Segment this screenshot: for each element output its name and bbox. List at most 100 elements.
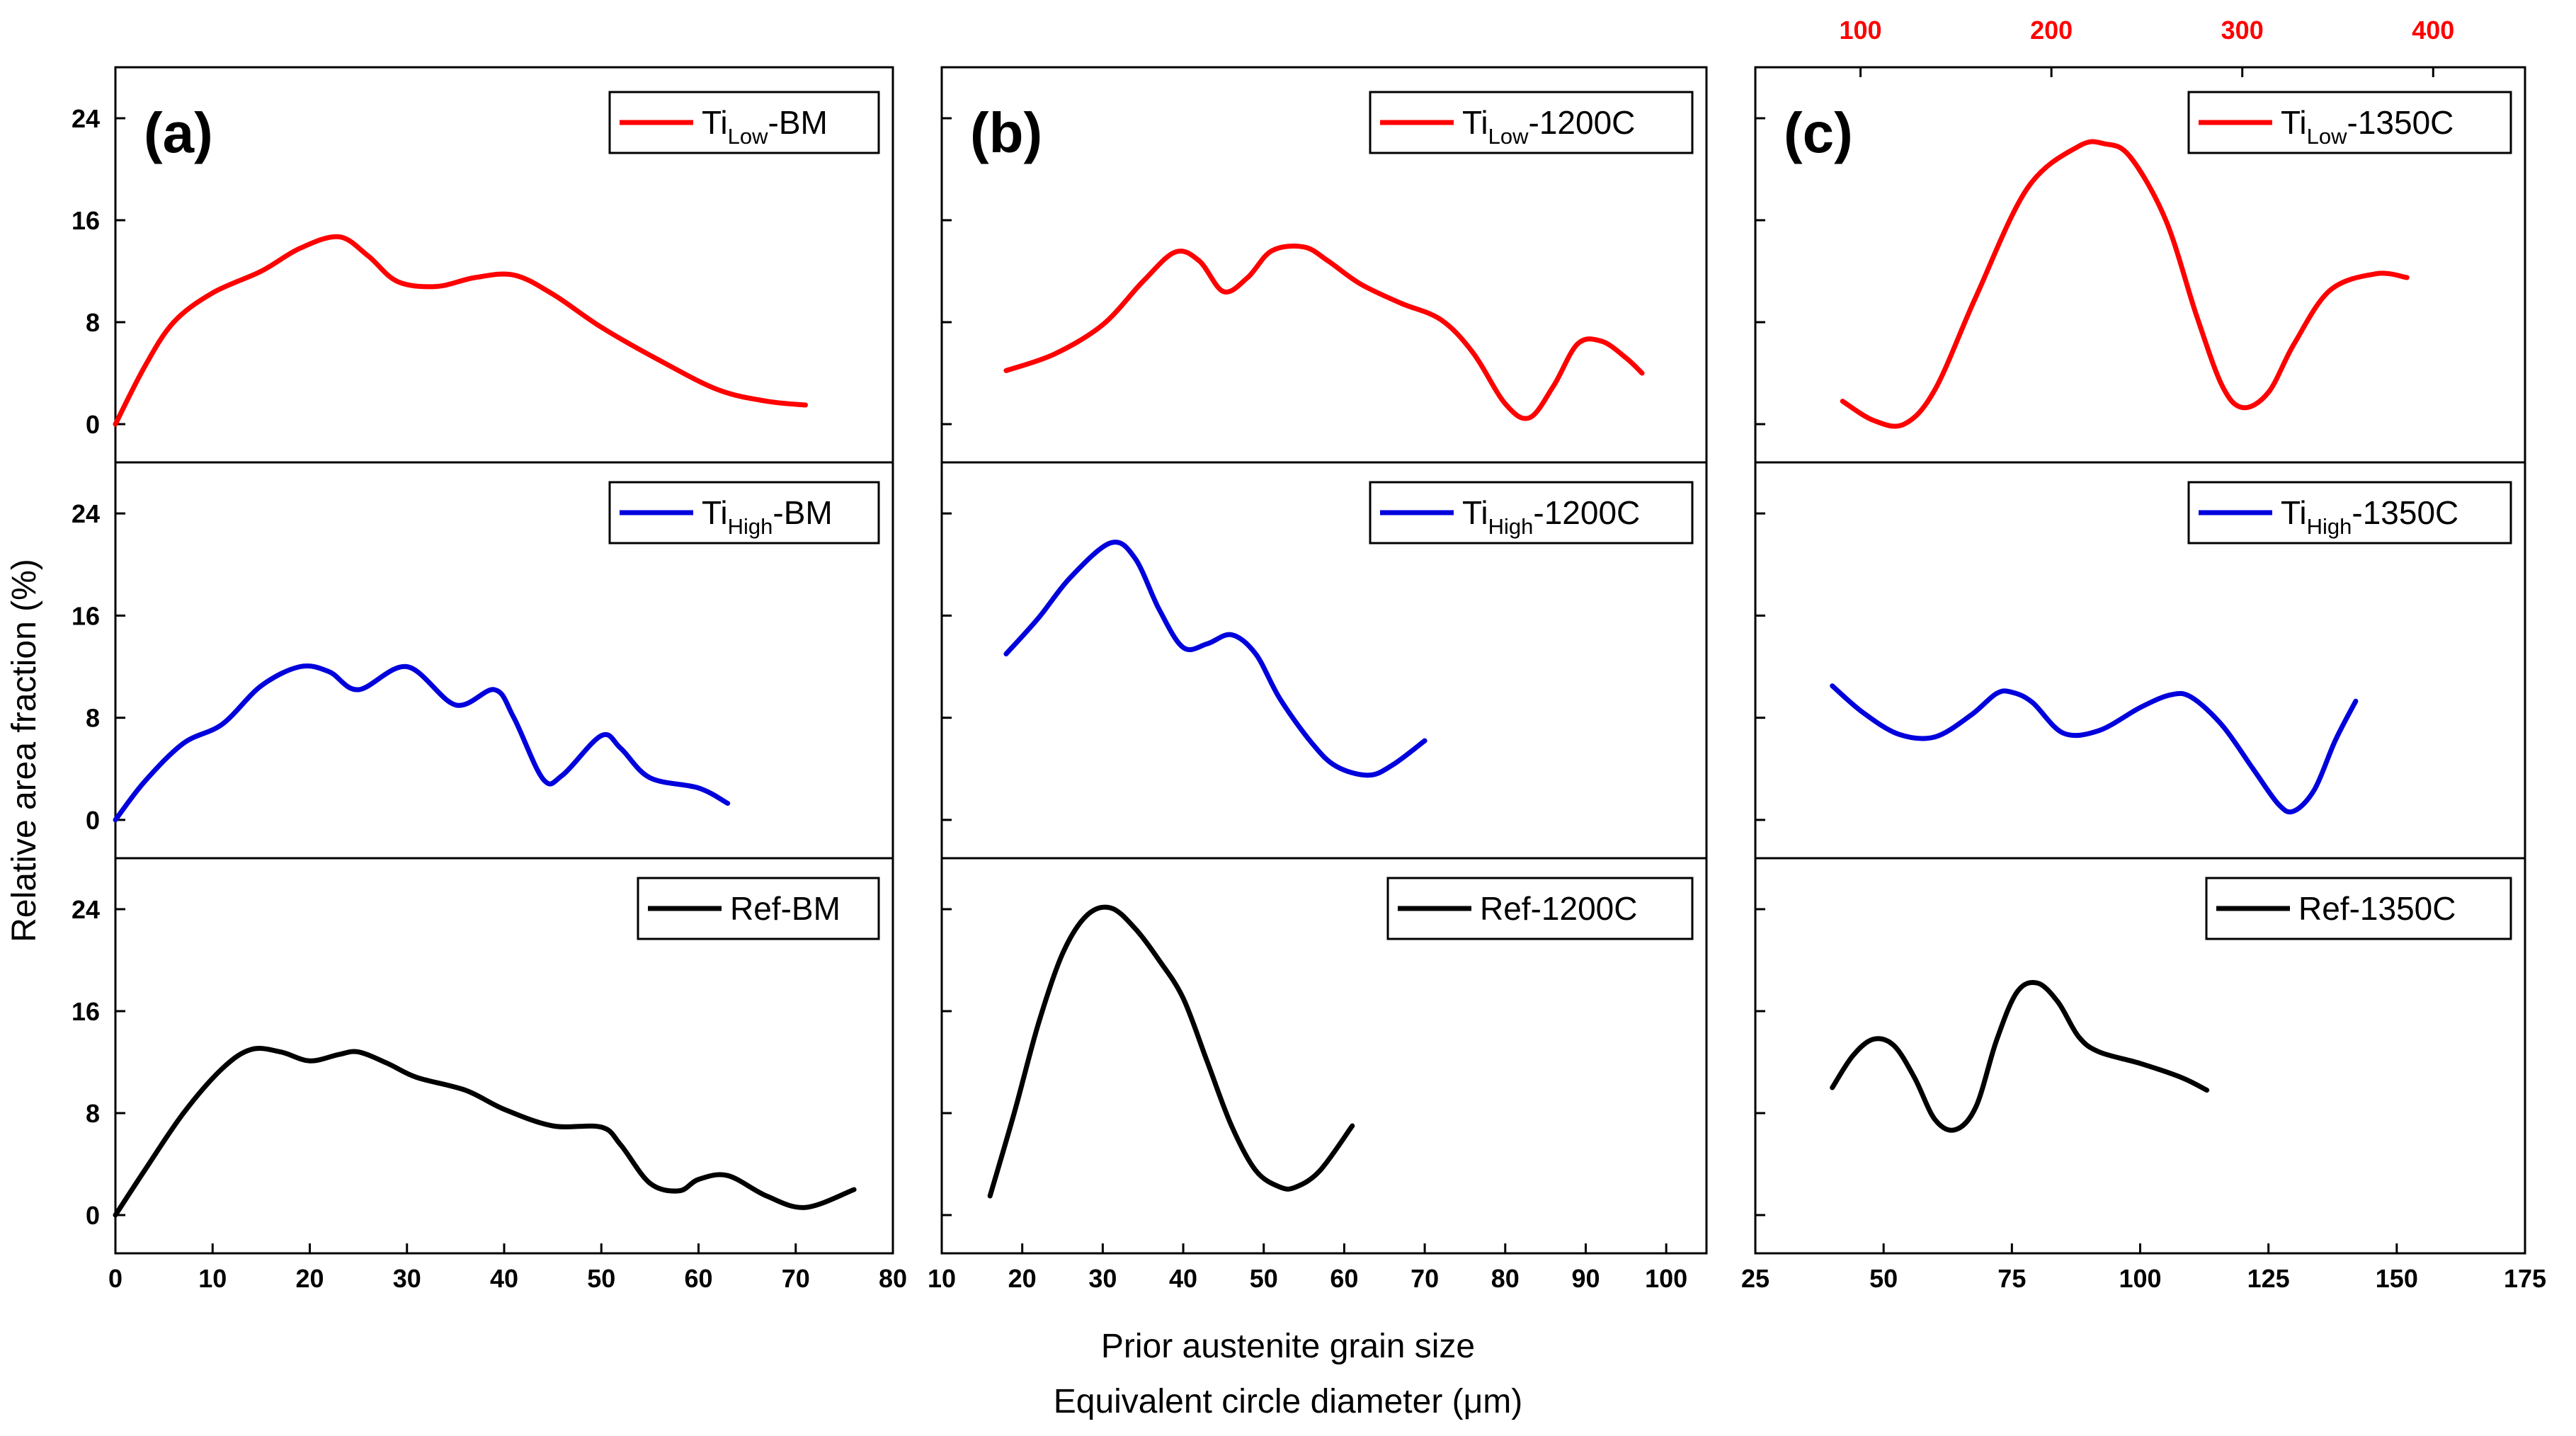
subplot-c-1: TiLow-1350C (c) bbox=[1754, 66, 2526, 464]
legend-label: TiLow-BM bbox=[702, 104, 828, 149]
subplot-a-1: 0 8 16 24 TiLow-BM (a) bbox=[72, 66, 894, 464]
x-tick-label: 10 bbox=[198, 1264, 227, 1293]
x-tick-label: 90 bbox=[1571, 1264, 1600, 1293]
legend-label-subscript: High bbox=[2307, 514, 2352, 539]
y-tick-label: 24 bbox=[72, 499, 100, 528]
x-tick-label: 30 bbox=[1088, 1264, 1117, 1293]
legend-label-subscript: Low bbox=[1488, 124, 1529, 149]
legend-label: TiHigh-BM bbox=[702, 494, 833, 539]
subplot-frame bbox=[1754, 857, 2526, 1255]
y-tick-label: 8 bbox=[86, 308, 100, 337]
top-axis-tick-label: 400 bbox=[2412, 16, 2454, 45]
x-tick-label: 75 bbox=[1997, 1264, 2026, 1293]
legend-label-main: Ti bbox=[2281, 104, 2307, 141]
legend: TiHigh-1350C bbox=[2187, 481, 2512, 545]
subplot-frame bbox=[940, 857, 1708, 1255]
x-tick-label: 40 bbox=[1169, 1264, 1197, 1293]
x-tick-label: 60 bbox=[1330, 1264, 1358, 1293]
top-axis-tick-label: 200 bbox=[2030, 16, 2073, 45]
x-axis-title-line2: Equivalent circle diameter (μm) bbox=[1054, 1383, 1523, 1420]
legend: TiLow-1350C bbox=[2187, 91, 2512, 154]
subplot-b-1: TiLow-1200C (b) bbox=[940, 66, 1708, 464]
legend: Ref-1200C bbox=[1386, 877, 1694, 940]
x-tick-label: 125 bbox=[2247, 1264, 2290, 1293]
legend-label: TiLow-1200C bbox=[1462, 104, 1635, 149]
x-tick-label: 10 bbox=[928, 1264, 956, 1293]
legend-label-main: Ref-BM bbox=[730, 890, 840, 927]
legend: TiLow-BM bbox=[608, 91, 880, 154]
legend-label-main: Ref-1350C bbox=[2298, 890, 2456, 927]
x-tick-label: 100 bbox=[2119, 1264, 2161, 1293]
x-tick-label: 50 bbox=[587, 1264, 615, 1293]
legend-label-subscript: Low bbox=[728, 124, 768, 149]
x-tick-label: 20 bbox=[1008, 1264, 1037, 1293]
legend-label: Ref-BM bbox=[730, 890, 840, 927]
legend-label: TiHigh-1200C bbox=[1462, 494, 1640, 539]
y-tick-label: 24 bbox=[72, 104, 100, 133]
legend-box bbox=[2187, 481, 2512, 545]
y-tick-label: 8 bbox=[86, 704, 100, 733]
subplot-frame bbox=[114, 857, 894, 1255]
y-tick-label: 0 bbox=[86, 1201, 100, 1230]
top-axis-tick-label: 300 bbox=[2221, 16, 2264, 45]
legend: TiLow-1200C bbox=[1369, 91, 1694, 154]
subplot-b-3: Ref-1200C bbox=[940, 857, 1708, 1255]
panel-b: 10 20 30 40 50 60 70 80 90 100TiLow-1200C(b)TiHig… bbox=[928, 66, 1708, 1293]
legend-label: Ref-1350C bbox=[2298, 890, 2456, 927]
x-tick-label: 50 bbox=[1250, 1264, 1278, 1293]
legend-label-suffix: -1200C bbox=[1533, 494, 1640, 531]
x-tick-label: 70 bbox=[1410, 1264, 1439, 1293]
legend-label-suffix: -1350C bbox=[2347, 104, 2454, 141]
series-line-red bbox=[1003, 244, 1645, 421]
y-tick-label: 16 bbox=[72, 206, 100, 235]
legend: TiHigh-BM bbox=[608, 481, 880, 545]
x-tick-label: 25 bbox=[1741, 1264, 1769, 1293]
x-tick-label: 100 bbox=[1645, 1264, 1687, 1293]
subplot-b-2: TiHigh-1200C bbox=[940, 461, 1708, 860]
series-line-blue bbox=[1830, 683, 2359, 815]
x-tick-label: 175 bbox=[2504, 1264, 2546, 1293]
legend-label: TiHigh-1350C bbox=[2281, 494, 2458, 539]
subplot-c-2: TiHigh-1350C bbox=[1754, 461, 2526, 860]
y-tick-label: 0 bbox=[86, 410, 100, 439]
series-line-blue bbox=[113, 663, 731, 823]
x-tick-label: 80 bbox=[1491, 1264, 1520, 1293]
legend-label-main: Ti bbox=[2281, 494, 2307, 531]
legend: TiHigh-1200C bbox=[1369, 481, 1694, 545]
legend-label-main: Ti bbox=[1462, 494, 1488, 531]
panel-label: (c) bbox=[1784, 101, 1853, 164]
x-tick-label: 30 bbox=[393, 1264, 421, 1293]
x-axis-title-line1: Prior austenite grain size bbox=[1101, 1328, 1475, 1365]
legend-label-suffix: -1200C bbox=[1529, 104, 1636, 141]
subplot-c-3: Ref-1350C bbox=[1754, 857, 2526, 1255]
legend-label-subscript: High bbox=[728, 514, 773, 539]
legend-label: TiLow-1350C bbox=[2281, 104, 2454, 149]
panel-label: (b) bbox=[970, 101, 1042, 164]
subplot-a-2: 0 8 16 24 TiHigh-BM bbox=[72, 461, 894, 860]
legend: Ref-BM bbox=[637, 877, 880, 940]
series-line-black bbox=[1830, 979, 2210, 1133]
x-tick-label: 80 bbox=[879, 1264, 907, 1293]
x-tick-label: 150 bbox=[2376, 1264, 2418, 1293]
legend-label-main: Ti bbox=[1462, 104, 1488, 141]
legend-label-main: Ti bbox=[702, 104, 728, 141]
x-tick-label: 60 bbox=[684, 1264, 712, 1293]
series-line-red bbox=[113, 234, 808, 427]
subplot-a-3: 0 8 16 24 Ref-BM bbox=[72, 857, 894, 1255]
y-tick-label: 16 bbox=[72, 997, 100, 1026]
x-tick-label: 50 bbox=[1869, 1264, 1898, 1293]
legend-label-suffix: -1350C bbox=[2352, 494, 2458, 531]
x-tick-label: 0 bbox=[108, 1264, 122, 1293]
x-tick-label: 70 bbox=[782, 1264, 810, 1293]
legend-label-suffix: -BM bbox=[768, 104, 828, 141]
legend-label-subscript: Low bbox=[2307, 124, 2347, 149]
series-line-red bbox=[1840, 139, 2410, 429]
legend-label-main: Ref-1200C bbox=[1480, 890, 1637, 927]
y-tick-label: 16 bbox=[72, 601, 100, 630]
x-tick-label: 20 bbox=[295, 1264, 324, 1293]
legend: Ref-1350C bbox=[2205, 877, 2512, 940]
